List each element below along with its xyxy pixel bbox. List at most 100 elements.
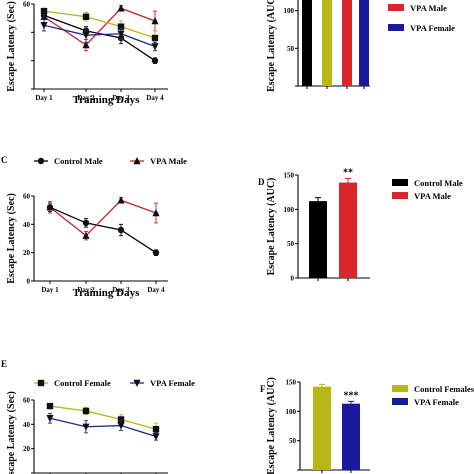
y-tick-label-A: 60 <box>23 1 31 9</box>
x-axis-label-C: Training Days <box>73 287 140 299</box>
legend-label-E: Control Female <box>54 378 111 388</box>
x-tick-label-A: Day 2 <box>77 94 95 102</box>
series-line-C-1 <box>49 199 157 237</box>
bar-B-0 <box>302 0 312 86</box>
legend-swatch-B <box>388 4 404 11</box>
bar-B-2 <box>342 0 352 86</box>
panel-label-E: E <box>1 359 7 369</box>
data-point-C-1 <box>152 209 160 217</box>
y-tick-label-C: 60 <box>23 193 31 201</box>
legend-swatch-D <box>392 179 408 186</box>
legend-label-D: Control Male <box>414 178 463 188</box>
series-line-A-1 <box>43 7 156 46</box>
legend-label-F: VPA Female <box>414 397 459 407</box>
data-point-C-0 <box>152 249 160 256</box>
legend-swatch-B <box>388 24 404 31</box>
data-point-A-2 <box>40 7 48 15</box>
y-tick-label-F: 150 <box>286 379 297 387</box>
legend-swatch-F <box>392 385 408 392</box>
data-point-E-0 <box>46 402 54 410</box>
panel-label-D: D <box>258 177 265 187</box>
bar-F-0 <box>313 386 331 470</box>
data-point-A-3 <box>151 43 159 51</box>
significance-marker-F: *** <box>344 390 359 401</box>
y-tick-label-B: 100 <box>284 7 295 15</box>
data-point-C-0 <box>82 219 90 227</box>
bar-D-0 <box>309 201 327 278</box>
legend-label-E: VPA Female <box>150 378 195 388</box>
data-point-A-3 <box>82 31 90 40</box>
data-point-E-0 <box>117 416 125 423</box>
data-point-E-1 <box>117 422 125 430</box>
y-tick-label-D: 0 <box>291 275 295 283</box>
y-tick-label-E: 20 <box>23 445 31 453</box>
y-tick-label-C: 20 <box>23 249 31 257</box>
data-point-E-1 <box>82 423 90 431</box>
y-axis-label-E: Escape Latency (Sec) <box>6 391 17 474</box>
data-point-A-2 <box>117 23 125 30</box>
y-tick-label-D: 100 <box>284 206 295 214</box>
data-point-A-0 <box>151 57 159 64</box>
data-point-A-2 <box>82 13 90 20</box>
legend-label-B: VPA Female <box>410 23 455 33</box>
data-point-C-1 <box>117 196 125 204</box>
bar-D-1 <box>339 182 357 278</box>
legend-marker-C <box>133 157 141 165</box>
y-axis-label-D: Escape Latency (AUC) <box>266 178 277 276</box>
y-tick-label-C: 0 <box>27 278 31 286</box>
panel-label-C: C <box>1 155 8 165</box>
legend-label-B: VPA Male <box>410 3 447 13</box>
bar-B-3 <box>359 0 369 86</box>
legend-label-F: Control Females <box>414 384 474 394</box>
series-line-A-2 <box>43 10 156 39</box>
x-axis-label-A: Training Days <box>73 94 140 106</box>
legend-label-C: VPA Male <box>150 156 187 166</box>
data-point-A-2 <box>151 34 159 42</box>
data-point-A-3 <box>117 30 125 38</box>
data-point-E-1 <box>46 415 54 423</box>
y-axis-label-C: Escape Latency (Sec) <box>6 193 17 284</box>
legend-swatch-F <box>392 398 408 405</box>
x-tick-label-C: Day 3 <box>112 286 130 294</box>
y-tick-label-F: 100 <box>286 408 297 416</box>
data-point-A-1 <box>82 41 90 49</box>
series-line-E-0 <box>49 405 157 430</box>
legend-swatch-D <box>392 192 408 199</box>
bar-F-1 <box>342 403 360 470</box>
x-tick-label-A: Day 1 <box>35 94 53 102</box>
data-point-E-1 <box>152 433 160 441</box>
y-tick-label-B: 50 <box>287 45 295 53</box>
data-point-C-0 <box>117 226 125 234</box>
bar-B-1 <box>322 0 332 86</box>
y-tick-label-E: 60 <box>23 397 31 405</box>
y-tick-label-D: 50 <box>287 240 295 248</box>
data-point-A-3 <box>40 22 48 30</box>
legend-marker-E <box>133 379 141 387</box>
series-line-C-0 <box>49 206 157 254</box>
data-point-C-1 <box>82 231 90 239</box>
y-tick-label-F: 50 <box>289 437 297 445</box>
y-axis-label-F: Escape Latency (AUC) <box>266 377 277 474</box>
data-point-A-1 <box>117 4 125 12</box>
data-point-E-0 <box>82 407 90 415</box>
panel-label-F: F <box>260 384 266 394</box>
series-line-A-0 <box>43 14 156 62</box>
x-tick-label-A: Day 3 <box>112 94 130 102</box>
legend-label-C: Control Male <box>54 156 103 166</box>
data-point-A-1 <box>40 12 48 20</box>
legend-marker-E <box>37 379 45 387</box>
x-tick-label-A: Day 4 <box>146 94 164 102</box>
y-tick-label-C: 40 <box>23 221 31 229</box>
data-point-E-0 <box>152 426 160 433</box>
data-point-A-1 <box>151 17 159 25</box>
data-point-C-1 <box>46 203 54 211</box>
y-axis-label-B: Escape Latency (AUC) <box>266 0 277 92</box>
series-line-A-3 <box>43 24 156 48</box>
legend-marker-C <box>37 157 45 165</box>
y-axis-label-A: Escape Latency (Sec) <box>6 1 17 92</box>
significance-marker-D: ** <box>343 167 353 178</box>
x-tick-label-C: Day 2 <box>77 286 95 294</box>
x-tick-label-C: Day 1 <box>41 286 59 294</box>
legend-label-D: VPA Male <box>414 191 451 201</box>
